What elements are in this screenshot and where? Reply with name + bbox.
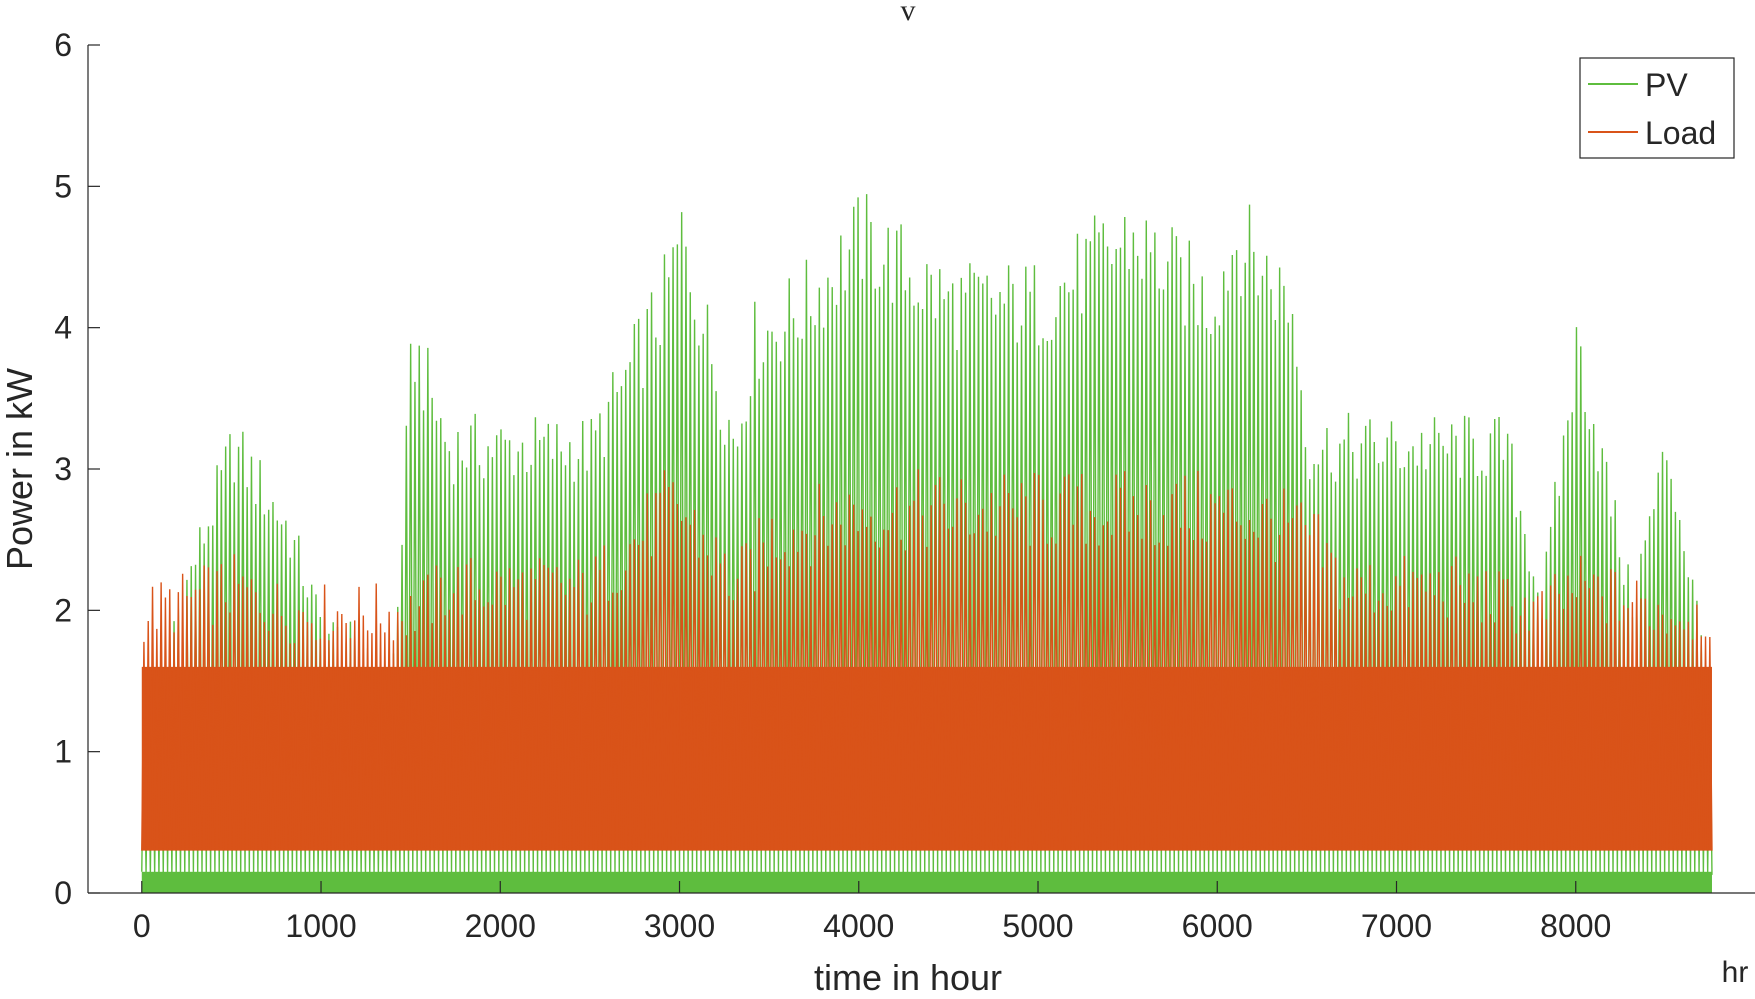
series-load-line	[141, 469, 1713, 851]
x-tick-label: 4000	[823, 908, 894, 944]
x-tick-label: 0	[133, 908, 151, 944]
y-tick-label: 3	[54, 451, 72, 487]
x-tick-label: 6000	[1182, 908, 1253, 944]
series-pv-base	[141, 871, 1712, 893]
y-tick-label: 0	[54, 875, 72, 911]
x-tick-label: 7000	[1361, 908, 1432, 944]
x-tick-label: 5000	[1002, 908, 1073, 944]
y-tick-label: 5	[54, 168, 72, 204]
x-tick-label: 3000	[644, 908, 715, 944]
legend-box	[1579, 57, 1735, 159]
plot-area	[141, 194, 1713, 893]
x-tick-label: 2000	[465, 908, 536, 944]
legend-load-label: Load	[1645, 115, 1716, 151]
x-axis-unit-label: hr	[1722, 956, 1749, 989]
chart-title: v	[901, 0, 916, 27]
y-tick-label: 4	[54, 310, 72, 346]
legend-pv-label: PV	[1645, 67, 1688, 103]
y-ticks: 0 1 2 3 4 5 6	[54, 27, 100, 911]
x-axis-label: time in hour	[814, 957, 1002, 998]
y-tick-label: 1	[54, 734, 72, 770]
x-ticks: 0 1000 2000 3000 4000 5000 6000 7000 8000	[133, 881, 1611, 944]
x-tick-label: 1000	[285, 908, 356, 944]
x-tick-label: 8000	[1540, 908, 1611, 944]
y-tick-label: 2	[54, 592, 72, 628]
legend: PV Load	[1579, 57, 1735, 159]
y-tick-label: 6	[54, 27, 72, 63]
y-axis-label: Power in kW	[0, 368, 40, 570]
